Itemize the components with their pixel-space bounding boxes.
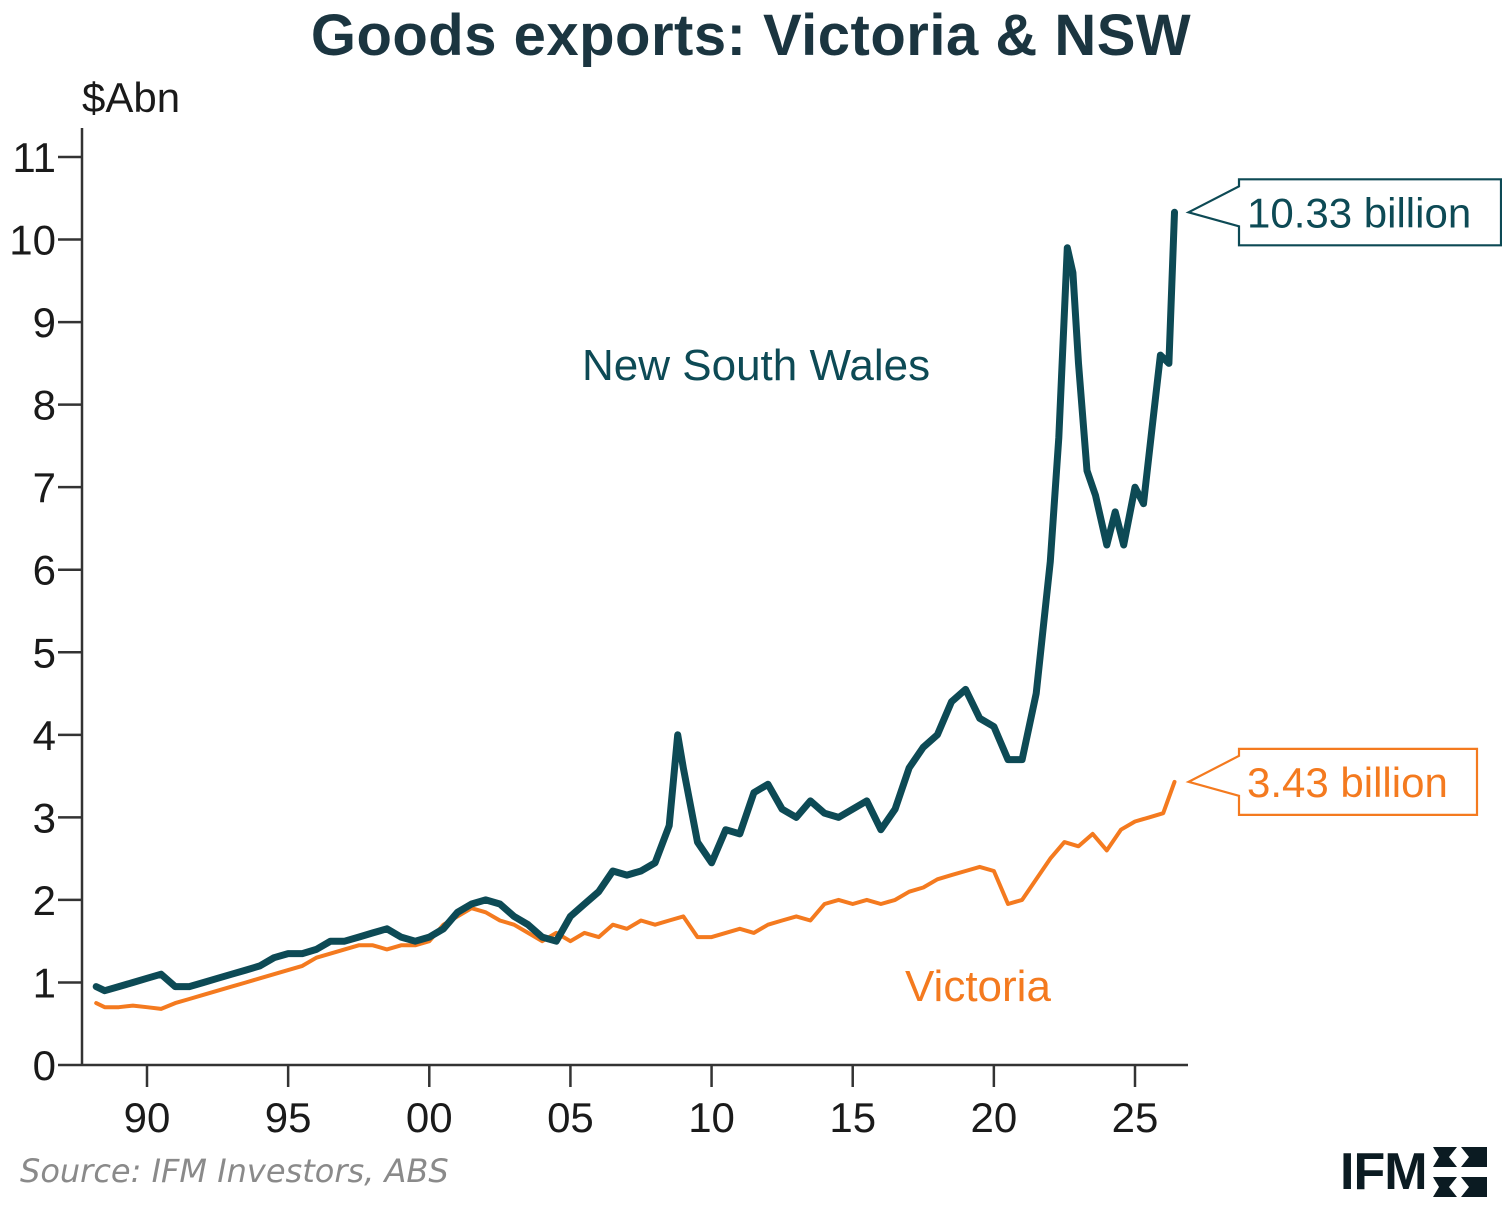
logo-mark-icon xyxy=(1432,1147,1487,1197)
y-tick-label: 5 xyxy=(33,629,56,676)
y-tick-label: 2 xyxy=(33,877,56,924)
y-axis-ticks: 0 1 2 3 4 5 6 7 8 9 10 11 xyxy=(9,134,82,1089)
value-callouts: 10.33 billion 3.43 billion xyxy=(1185,178,1502,816)
y-tick-label: 7 xyxy=(33,464,56,511)
x-axis-ticks: 90 95 00 05 10 15 20 25 xyxy=(124,1065,1159,1141)
x-tick-label: 15 xyxy=(829,1094,876,1141)
x-tick-label: 90 xyxy=(124,1094,171,1141)
y-tick-label: 10 xyxy=(9,217,56,264)
x-tick-label: 05 xyxy=(547,1094,594,1141)
callout-value-label: 3.43 billion xyxy=(1247,759,1448,806)
y-tick-label: 3 xyxy=(33,794,56,841)
ifm-logo: IFM xyxy=(1340,1142,1487,1202)
x-tick-label: 20 xyxy=(970,1094,1017,1141)
source-note: Source: IFM Investors, ABS xyxy=(20,1152,449,1190)
logo-wordmark: IFM xyxy=(1340,1143,1428,1201)
series-line-victoria xyxy=(94,779,1177,1011)
y-tick-label: 1 xyxy=(33,959,56,1006)
y-axis-unit-label: $Abn xyxy=(82,74,180,121)
y-tick-label: 9 xyxy=(33,299,56,346)
callout-nsw: 10.33 billion xyxy=(1185,178,1502,247)
series-label-victoria: Victoria xyxy=(905,962,1051,1011)
callout-value-label: 10.33 billion xyxy=(1247,189,1471,236)
y-tick-label: 8 xyxy=(33,382,56,429)
y-tick-label: 11 xyxy=(12,134,56,181)
series-line-nsw xyxy=(92,208,1178,995)
series-label-nsw: New South Wales xyxy=(582,341,930,390)
chart-title: Goods exports: Victoria & NSW xyxy=(310,3,1192,68)
series-layer xyxy=(92,208,1178,1011)
callout-box xyxy=(1185,178,1502,247)
y-tick-label: 4 xyxy=(33,712,56,759)
callout-victoria: 3.43 billion xyxy=(1185,747,1479,816)
x-tick-label: 25 xyxy=(1112,1094,1159,1141)
callout-box xyxy=(1185,747,1479,816)
x-tick-label: 00 xyxy=(406,1094,453,1141)
x-tick-label: 10 xyxy=(688,1094,735,1141)
axes xyxy=(80,128,1188,1067)
x-tick-label: 95 xyxy=(265,1094,312,1141)
y-tick-label: 6 xyxy=(33,547,56,594)
y-tick-label: 0 xyxy=(33,1042,56,1089)
